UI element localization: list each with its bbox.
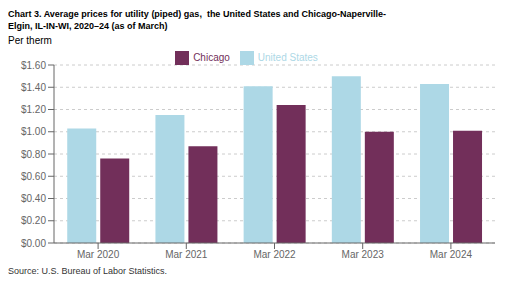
svg-text:Mar 2020: Mar 2020 xyxy=(77,249,120,260)
svg-text:$1.20: $1.20 xyxy=(21,104,46,115)
svg-text:$1.60: $1.60 xyxy=(21,60,46,71)
svg-text:Mar 2023: Mar 2023 xyxy=(342,249,385,260)
svg-text:$0.20: $0.20 xyxy=(21,215,46,226)
svg-text:Mar 2022: Mar 2022 xyxy=(253,249,296,260)
svg-text:$1.40: $1.40 xyxy=(21,82,46,93)
html-text:Chicago: Chicago xyxy=(193,51,230,63)
html-text:Source: U.S. Bureau of Labor S: Source: U.S. Bureau of Labor Statistics. xyxy=(8,266,168,276)
html-text:Elgin, IL-IN-WI, 2020–24 (as o: Elgin, IL-IN-WI, 2020–24 (as of March) xyxy=(8,21,168,31)
html-text:Chart 3. Average prices for ut: Chart 3. Average prices for utility (pip… xyxy=(8,9,386,19)
html-text:Per therm: Per therm xyxy=(8,35,52,46)
svg-text:$0.00: $0.00 xyxy=(21,238,46,249)
svg-text:$1.00: $1.00 xyxy=(21,126,46,137)
svg-text:$0.40: $0.40 xyxy=(21,193,46,204)
svg-text:Mar 2024: Mar 2024 xyxy=(430,249,473,260)
svg-text:$0.80: $0.80 xyxy=(21,149,46,160)
svg-text:$0.60: $0.60 xyxy=(21,171,46,182)
html-text:United States: United States xyxy=(257,51,318,63)
svg-text:Mar 2021: Mar 2021 xyxy=(165,249,208,260)
